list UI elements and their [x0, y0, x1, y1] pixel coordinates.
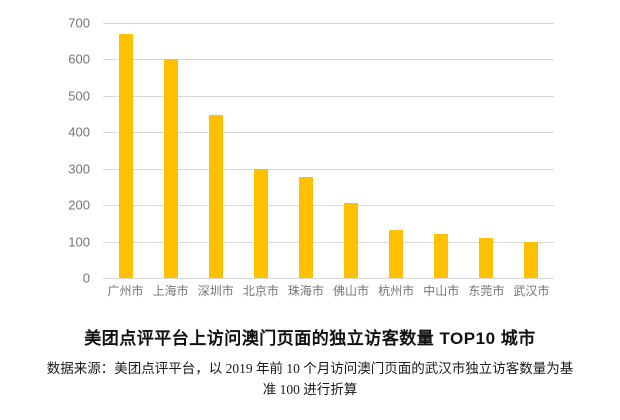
- y-tick-label: 400: [68, 124, 90, 140]
- y-tick-label: 0: [82, 270, 90, 286]
- x-tick-label: 佛山市: [333, 284, 370, 298]
- gridline: [103, 168, 554, 170]
- gridline: [103, 132, 554, 134]
- source-note-line-1: 数据来源：美团点评平台，以 2019 年前 10 个月访问澳门页面的武汉市独立访…: [46, 361, 574, 376]
- gridline: [103, 59, 554, 61]
- gridline: [103, 23, 554, 24]
- y-axis: 0 100 200 300 400 500 600 700: [36, 17, 90, 285]
- y-tick-label: 100: [68, 234, 90, 250]
- bar: [253, 169, 268, 278]
- y-tick-label: 700: [68, 15, 90, 31]
- bar: [344, 203, 359, 278]
- x-axis: 广州市 上海市 深圳市 北京市 珠海市 佛山市 杭州市 中山市 东莞市 武汉市: [103, 284, 554, 300]
- x-tick-label: 武汉市: [513, 284, 550, 298]
- x-tick-label: 东莞市: [468, 284, 505, 298]
- bar: [208, 114, 223, 278]
- bar: [118, 33, 133, 278]
- bar: [434, 234, 449, 278]
- x-tick-label: 珠海市: [287, 284, 324, 298]
- x-tick-label: 北京市: [242, 284, 279, 298]
- source-note: 数据来源：美团点评平台，以 2019 年前 10 个月访问澳门页面的武汉市独立访…: [0, 358, 620, 400]
- gridline: [103, 205, 554, 207]
- y-tick-label: 300: [68, 161, 90, 177]
- y-tick-label: 600: [68, 51, 90, 67]
- source-note-line-2: 准 100 进行折算: [262, 382, 358, 397]
- x-tick-label: 上海市: [152, 284, 189, 298]
- plot-area: [103, 23, 554, 279]
- y-tick-label: 200: [68, 197, 90, 213]
- bar: [163, 59, 178, 278]
- x-tick-label: 深圳市: [197, 284, 234, 298]
- chart-title: 美团点评平台上访问澳门页面的独立访客数量 TOP10 城市: [84, 329, 536, 348]
- gridline: [103, 95, 554, 97]
- x-tick-label: 广州市: [107, 284, 144, 298]
- bar: [479, 237, 494, 278]
- x-tick-label: 杭州市: [378, 284, 415, 298]
- x-tick-label: 中山市: [423, 284, 460, 298]
- bar: [298, 177, 313, 278]
- bar: [524, 241, 539, 278]
- gridline: [103, 278, 554, 279]
- y-tick-label: 500: [68, 88, 90, 104]
- gridline: [103, 241, 554, 243]
- bar: [389, 229, 404, 278]
